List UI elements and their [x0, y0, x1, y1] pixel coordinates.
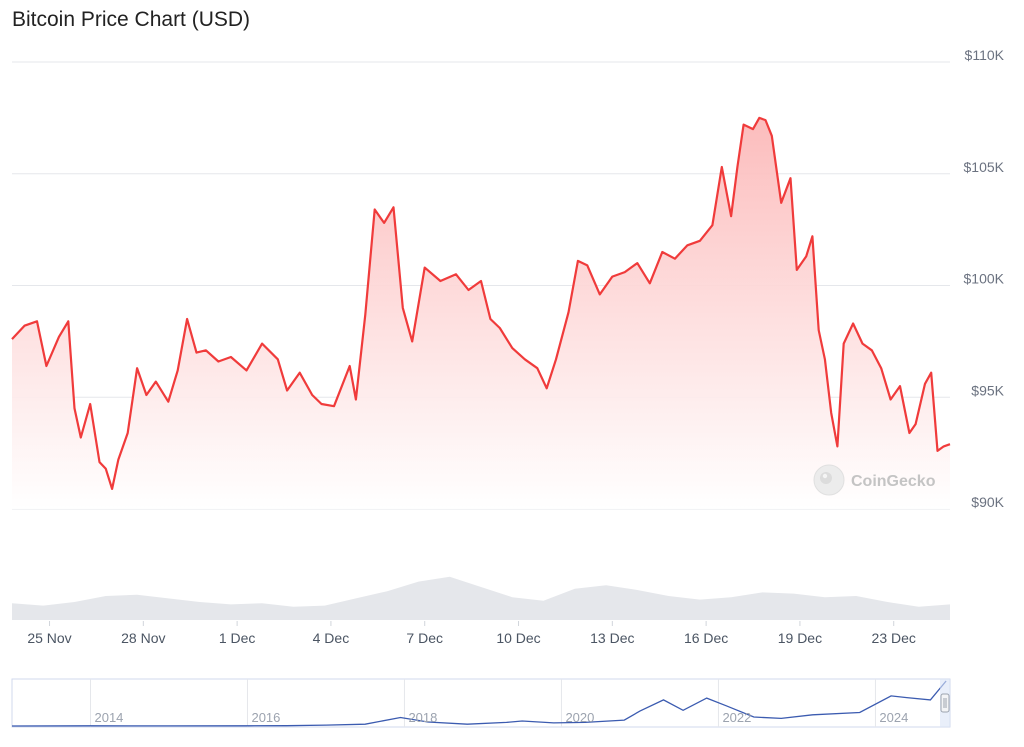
x-tick-label: 7 Dec [406, 630, 443, 646]
watermark-text: CoinGecko [851, 473, 936, 490]
x-tick-label: 1 Dec [219, 630, 256, 646]
price-area [12, 117, 950, 510]
coingecko-watermark: CoinGecko [813, 464, 936, 496]
navigator-year-label: 2016 [251, 710, 280, 725]
navigator-handle[interactable] [940, 693, 950, 713]
y-tick-label: $100K [964, 271, 1005, 287]
x-tick-label: 19 Dec [778, 630, 822, 646]
volume-fill [12, 576, 950, 620]
navigator-year-label: 2022 [722, 710, 751, 725]
price-series-line[interactable] [11, 116, 951, 490]
price-area-fill [12, 117, 950, 510]
navigator-year-label: 2020 [565, 710, 594, 725]
x-tick-label: 28 Nov [121, 630, 165, 646]
x-tick-label: 4 Dec [313, 630, 350, 646]
volume-area [12, 576, 950, 620]
x-tick-label: 25 Nov [27, 630, 71, 646]
x-tick-label: 16 Dec [684, 630, 728, 646]
gecko-logo-icon [813, 464, 845, 496]
navigator[interactable]: 2014 2016 2018 2020 2022 2024 [11, 678, 951, 728]
y-tick-label: $90K [971, 494, 1004, 510]
y-tick-label: $105K [964, 159, 1005, 175]
y-tick-label: $110K [965, 47, 1005, 63]
chart-title: Bitcoin Price Chart (USD) [12, 8, 251, 31]
y-tick-label: $95K [971, 382, 1004, 398]
navigator-frame [11, 678, 951, 728]
navigator-year-label: 2024 [879, 710, 908, 725]
price-line[interactable] [11, 116, 951, 490]
navigator-year-label: 2014 [94, 710, 123, 725]
navigator-year-label: 2018 [408, 710, 437, 725]
x-axis: 25 Nov 28 Nov 1 Dec 4 Dec 7 Dec 10 Dec 13 Dec 1… [27, 621, 916, 646]
y-axis: $110K $105K $100K $95K $90K [964, 47, 1005, 510]
navigator-labels: 2014 2016 2018 2020 2022 2024 [94, 710, 908, 725]
x-tick-label: 10 Dec [496, 630, 540, 646]
navigator-line [11, 680, 947, 727]
x-tick-label: 23 Dec [872, 630, 916, 646]
x-tick-label: 13 Dec [590, 630, 634, 646]
navigator-series-line [11, 680, 947, 727]
